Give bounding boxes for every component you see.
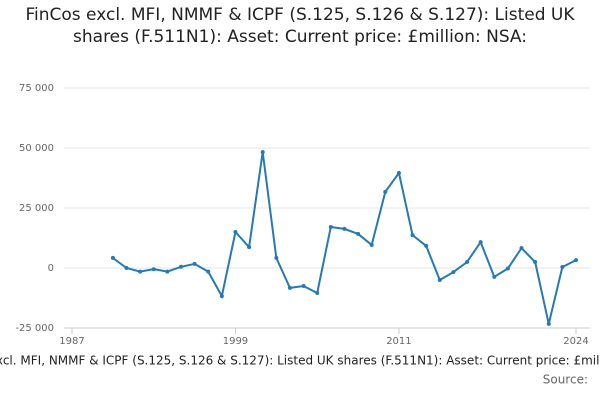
y-tick-label: 0 <box>48 263 54 274</box>
point <box>301 284 306 288</box>
point <box>478 240 483 245</box>
point <box>151 267 156 272</box>
point <box>342 226 347 231</box>
point <box>124 266 129 270</box>
point <box>451 270 456 275</box>
y-tick-label: 50 000 <box>19 143 54 154</box>
point <box>165 269 170 274</box>
point <box>287 285 292 290</box>
point <box>396 170 401 175</box>
point <box>424 243 429 248</box>
point <box>519 246 524 251</box>
point <box>356 231 361 236</box>
point <box>247 245 252 250</box>
point <box>383 189 388 194</box>
point <box>110 255 115 260</box>
point <box>192 261 197 266</box>
point <box>437 278 442 282</box>
point <box>505 266 510 271</box>
point <box>410 233 415 238</box>
y-tick-label: -25 000 <box>15 323 54 334</box>
point <box>465 260 470 264</box>
legend-entry: FinCos excl. MFI, NMMF & ICPF (S.125, S.… <box>0 354 600 368</box>
x-tick-label: 2024 <box>563 336 588 347</box>
point <box>315 290 320 295</box>
chart-title: FinCos excl. MFI, NMMF & ICPF (S.125, S.… <box>25 5 575 47</box>
x-tick-label: 1987 <box>59 336 84 347</box>
source: Source: <box>543 373 588 387</box>
x-tick-label: 2011 <box>386 336 411 347</box>
point <box>574 258 578 263</box>
x-tick-label: 1999 <box>223 336 248 347</box>
point <box>260 150 265 155</box>
point <box>206 269 211 274</box>
point <box>533 260 538 264</box>
point <box>274 255 279 260</box>
y-tick-label: 25 000 <box>19 203 54 214</box>
point <box>178 264 183 269</box>
line <box>112 151 577 325</box>
y-tick-label: 75 000 <box>19 83 54 94</box>
point <box>492 274 497 279</box>
point <box>369 242 374 247</box>
point <box>328 224 333 229</box>
point <box>219 294 224 299</box>
point <box>233 230 238 234</box>
point <box>560 265 565 270</box>
point <box>546 321 551 326</box>
point <box>138 269 143 274</box>
